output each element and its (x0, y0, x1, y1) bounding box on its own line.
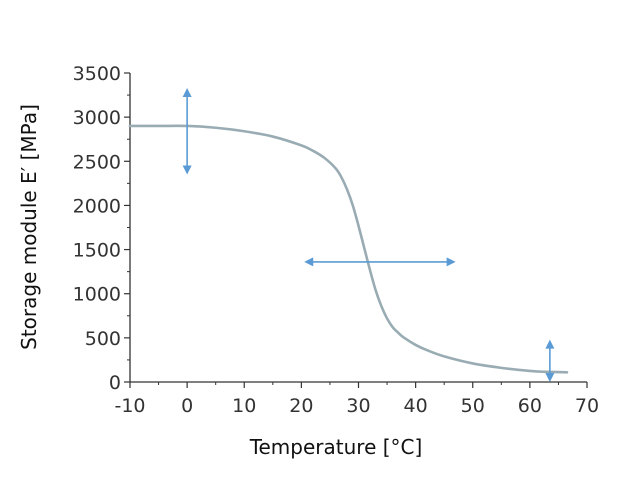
y-tick-label: 3500 (73, 63, 121, 85)
x-tick-label: 20 (289, 395, 313, 417)
x-tick-label: 10 (232, 395, 256, 417)
y-axis-title: Storage module E′ [MPa] (17, 104, 41, 350)
y-tick-label: 2000 (73, 195, 121, 217)
x-tick-label: 50 (461, 395, 485, 417)
y-tick-label: 1000 (73, 284, 121, 306)
annotation-arrowhead (545, 339, 555, 349)
annotation-arrowhead (182, 88, 192, 98)
annotation-arrowhead (545, 373, 555, 382)
annotation-arrowhead (304, 257, 314, 267)
y-tick-label: 500 (85, 328, 121, 350)
y-tick-label: 3000 (73, 107, 121, 129)
x-tick-label: 0 (181, 395, 193, 417)
x-tick-label: 30 (346, 395, 370, 417)
series-line (128, 124, 569, 374)
x-tick-label: -10 (114, 395, 145, 417)
annotation-arrowhead (446, 257, 456, 267)
x-tick-label: 60 (518, 395, 542, 417)
series (128, 124, 569, 374)
x-axis-title: Temperature [°C] (249, 435, 423, 459)
y-tick-label: 0 (109, 372, 121, 394)
x-tick-label: 70 (575, 395, 599, 417)
ticks: -10 0 10 20 30 40 50 60 700500100015002000250030… (73, 63, 599, 417)
annotations (182, 88, 555, 382)
y-tick-label: 1500 (73, 240, 121, 262)
x-tick-label: 40 (404, 395, 428, 417)
annotation-arrowhead (182, 165, 192, 175)
y-tick-label: 2500 (73, 151, 121, 173)
